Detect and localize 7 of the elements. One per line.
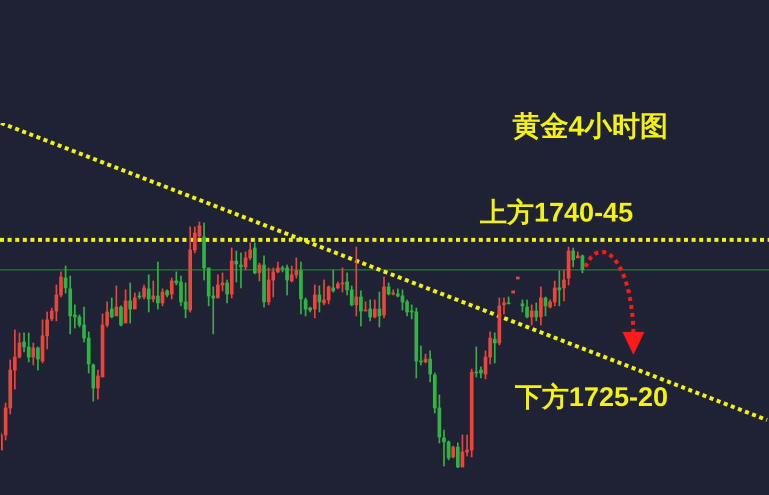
candlestick [364, 302, 368, 312]
candlestick [502, 298, 506, 314]
ref-line-label: 上方1740-45 [479, 197, 634, 228]
chart-title: 黄金4小时图 [511, 110, 668, 142]
candlestick [138, 292, 142, 300]
candlestick [239, 252, 243, 288]
series-label: 下方1725-20 [514, 382, 668, 412]
